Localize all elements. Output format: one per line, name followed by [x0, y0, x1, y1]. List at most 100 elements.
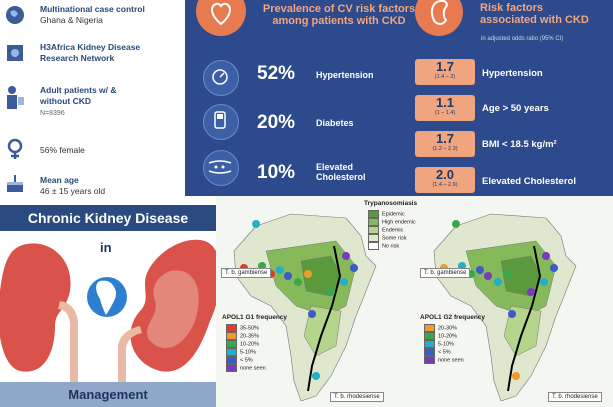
- network-text: H3Africa Kidney Disease Research Network: [40, 42, 140, 64]
- ckd-title: Chronic Kidney Disease: [0, 205, 216, 231]
- female-icon: [7, 138, 23, 159]
- right-ureter: [118, 326, 142, 382]
- study-design-text: Multinational case control Ghana & Niger…: [40, 4, 145, 26]
- risk-cholesterol-label: Elevated Cholesterol: [482, 176, 576, 187]
- patients-sub: without CKD: [40, 96, 91, 106]
- g1-legend-label: 20-35%: [240, 333, 259, 340]
- g1-swatch: [226, 332, 237, 340]
- g2-swatch: [424, 340, 435, 348]
- right-rhodesiense-label: T. b. rhodesiense: [548, 392, 602, 402]
- g2-swatch: [424, 348, 435, 356]
- tryp-legend-row: Some risk: [368, 234, 407, 242]
- tryp-swatch: [368, 218, 379, 226]
- or-value-cholesterol: 2.0: [435, 167, 455, 182]
- or-value-hypertension: 1.7: [435, 59, 455, 74]
- patients-icon: [7, 86, 24, 109]
- g2-legend-row: 20-30%: [424, 324, 457, 332]
- or-ci-hypertension: (1.4 – 2): [434, 74, 456, 80]
- left-ureter: [58, 301, 78, 382]
- female-pct: 56% female: [40, 145, 85, 155]
- age-sub: 46 ± 15 years old: [40, 186, 106, 196]
- prevalence-header-line2: among patients with CKD: [272, 15, 406, 27]
- g2-legend-label: < 5%: [438, 349, 451, 356]
- or-ci-cholesterol: (1.4 – 2.9): [432, 182, 458, 188]
- cake-icon: [7, 175, 23, 192]
- tryp-legend-row: Endemic: [368, 226, 404, 234]
- g2-legend-label: 20-30%: [438, 325, 457, 332]
- trypanosomiasis-legend-title: Trypanosomiasis: [364, 200, 418, 207]
- tryp-legend-row: Epidemic: [368, 210, 405, 218]
- network-sub: Research Network: [40, 53, 115, 63]
- g1-swatch: [226, 324, 237, 332]
- prevalence-header-line1: Prevalence of CV risk factors: [262, 3, 416, 15]
- left-gambiense-label: T. b. gambiense: [221, 268, 272, 278]
- g1-swatch: [226, 348, 237, 356]
- tryp-swatch: [368, 210, 379, 218]
- age-text: Mean age 46 ± 15 years old: [40, 175, 105, 197]
- g1-legend-label: 35-50%: [240, 325, 259, 332]
- g2-legend-label: 10-20%: [438, 333, 457, 340]
- g2-sample-points: [440, 220, 558, 380]
- g2-legend-row: 5-10%: [424, 340, 454, 348]
- g2-legend-row: none seen: [424, 356, 464, 364]
- g1-swatch: [226, 356, 237, 364]
- g1-legend-row: 35-50%: [226, 324, 259, 332]
- g1-legend-row: < 5%: [226, 356, 253, 364]
- g1-legend-title: APOL1 G1 frequency: [222, 314, 288, 321]
- risk-header: Risk factors associated with CKD: [480, 2, 613, 26]
- tryp-swatch: [368, 234, 379, 242]
- network-title: H3Africa Kidney Disease: [40, 42, 141, 52]
- g2-legend-label: 5-10%: [438, 341, 454, 348]
- or-box-age: 1.1 (1 – 1.4): [415, 95, 475, 121]
- bp-icon-bg: [203, 60, 239, 96]
- g2-swatch: [424, 332, 435, 340]
- g1-legend-row: 10-20%: [226, 340, 259, 348]
- africa-map-g2: [433, 213, 577, 402]
- tryp-legend-label: No risk: [382, 243, 400, 250]
- g1-legend-label: none seen: [240, 365, 266, 372]
- glucometer-icon: [214, 111, 226, 129]
- right-gambiense-label: T. b. gambiense: [420, 268, 471, 278]
- study-design-title: Multinational case control: [40, 4, 145, 14]
- hypertension-label: Hypertension: [316, 70, 374, 80]
- tryp-legend-label: High endemic: [382, 219, 416, 226]
- or-box-hypertension: 1.7 (1.4 – 2): [415, 59, 475, 85]
- patients-text: Adult patients w/ & without CKD N=8396: [40, 85, 117, 119]
- odds-ratio-note: in adjusted odds ratio (95% CI): [481, 36, 564, 42]
- g1-legend-row: 20-35%: [226, 332, 259, 340]
- risk-age-label: Age > 50 years: [482, 103, 549, 114]
- tryp-legend-label: Some risk: [382, 235, 407, 242]
- prevalence-header: Prevalence of CV risk factors among pati…: [254, 3, 424, 27]
- or-box-cholesterol: 2.0 (1.4 – 2.9): [415, 167, 475, 193]
- g2-legend-label: none seen: [438, 357, 464, 364]
- g1-swatch: [226, 364, 237, 372]
- heart-icon: [211, 2, 231, 26]
- diabetes-label: Diabetes: [316, 118, 354, 128]
- age-title: Mean age: [40, 175, 79, 185]
- risk-hypertension-label: Hypertension: [482, 68, 543, 79]
- or-value-bmi: 1.7: [435, 131, 455, 146]
- globe-icon: [6, 6, 24, 24]
- hypertension-prevalence: 52%: [257, 63, 296, 84]
- patients-title: Adult patients w/ &: [40, 85, 117, 95]
- patients-n: N=8396: [40, 110, 65, 117]
- glucometer-icon-bg: [203, 104, 239, 140]
- artery-icon: [208, 160, 232, 174]
- g1-swatch: [226, 340, 237, 348]
- g2-legend-row: < 5%: [424, 348, 451, 356]
- or-ci-age: (1 – 1.4): [434, 110, 456, 116]
- risk-header-line1: Risk factors: [480, 2, 543, 14]
- g2-swatch: [424, 324, 435, 332]
- g2-legend-row: 10-20%: [424, 332, 457, 340]
- or-value-age: 1.1: [435, 95, 455, 110]
- ckd-management-label: Management: [0, 382, 216, 407]
- risk-bmi-label: BMI < 18.5 kg/m²: [482, 139, 557, 150]
- risk-header-line2: associated with CKD: [480, 14, 589, 26]
- right-kidney-interior: [147, 270, 199, 349]
- kidney-outline-icon: [430, 0, 448, 25]
- g2-swatch: [424, 356, 435, 364]
- tryp-legend-row: High endemic: [368, 218, 416, 226]
- tryp-legend-label: Endemic: [382, 227, 404, 234]
- left-kidney: [0, 243, 71, 372]
- africa-map-g1: [233, 213, 377, 402]
